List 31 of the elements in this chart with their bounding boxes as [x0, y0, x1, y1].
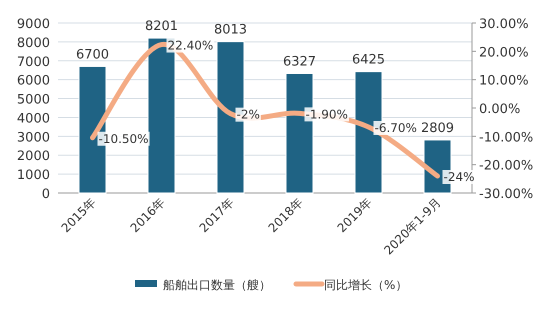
- data-label: -1.90%: [306, 107, 348, 122]
- y2-tick-label: 20.00%: [479, 45, 529, 60]
- y-tick-label: 8000: [16, 36, 50, 51]
- legend-label: 同比增长（%）: [324, 278, 408, 292]
- data-label: 2809: [420, 120, 454, 136]
- data-label: -24%: [444, 170, 475, 184]
- data-label: 6425: [352, 52, 386, 68]
- y-tick-label: 2000: [16, 149, 50, 164]
- data-label: 8201: [144, 19, 178, 34]
- y2-tick-label: 30.00%: [479, 17, 529, 32]
- y-tick-label: 3000: [16, 130, 50, 146]
- data-label: -10.50%: [98, 132, 149, 146]
- y2-tick-label: -30.00%: [479, 187, 534, 202]
- data-label: 22.40%: [168, 38, 214, 53]
- data-label: 6700: [76, 47, 110, 62]
- y-tick-label: 7000: [16, 54, 50, 70]
- y2-tick-label: 10.00%: [479, 74, 529, 89]
- y-tick-label: 1000: [16, 168, 50, 184]
- y2-tick-label: -10.00%: [479, 130, 534, 146]
- data-label: -6.70%: [374, 120, 417, 135]
- legend-label: 船舶出口数量（艘）: [163, 278, 271, 292]
- y2-tick-label: 0.00%: [479, 102, 520, 117]
- y-tick-label: 9000: [16, 17, 50, 32]
- y-tick-label: 0: [42, 187, 50, 202]
- data-label: 6327: [282, 54, 316, 70]
- y2-tick-label: -20.00%: [479, 158, 534, 174]
- data-label: 8013: [214, 22, 248, 38]
- y-tick-label: 6000: [16, 74, 50, 89]
- y-tick-label: 4000: [16, 111, 50, 126]
- y-tick-label: 5000: [16, 92, 50, 108]
- data-label: -2%: [236, 108, 260, 122]
